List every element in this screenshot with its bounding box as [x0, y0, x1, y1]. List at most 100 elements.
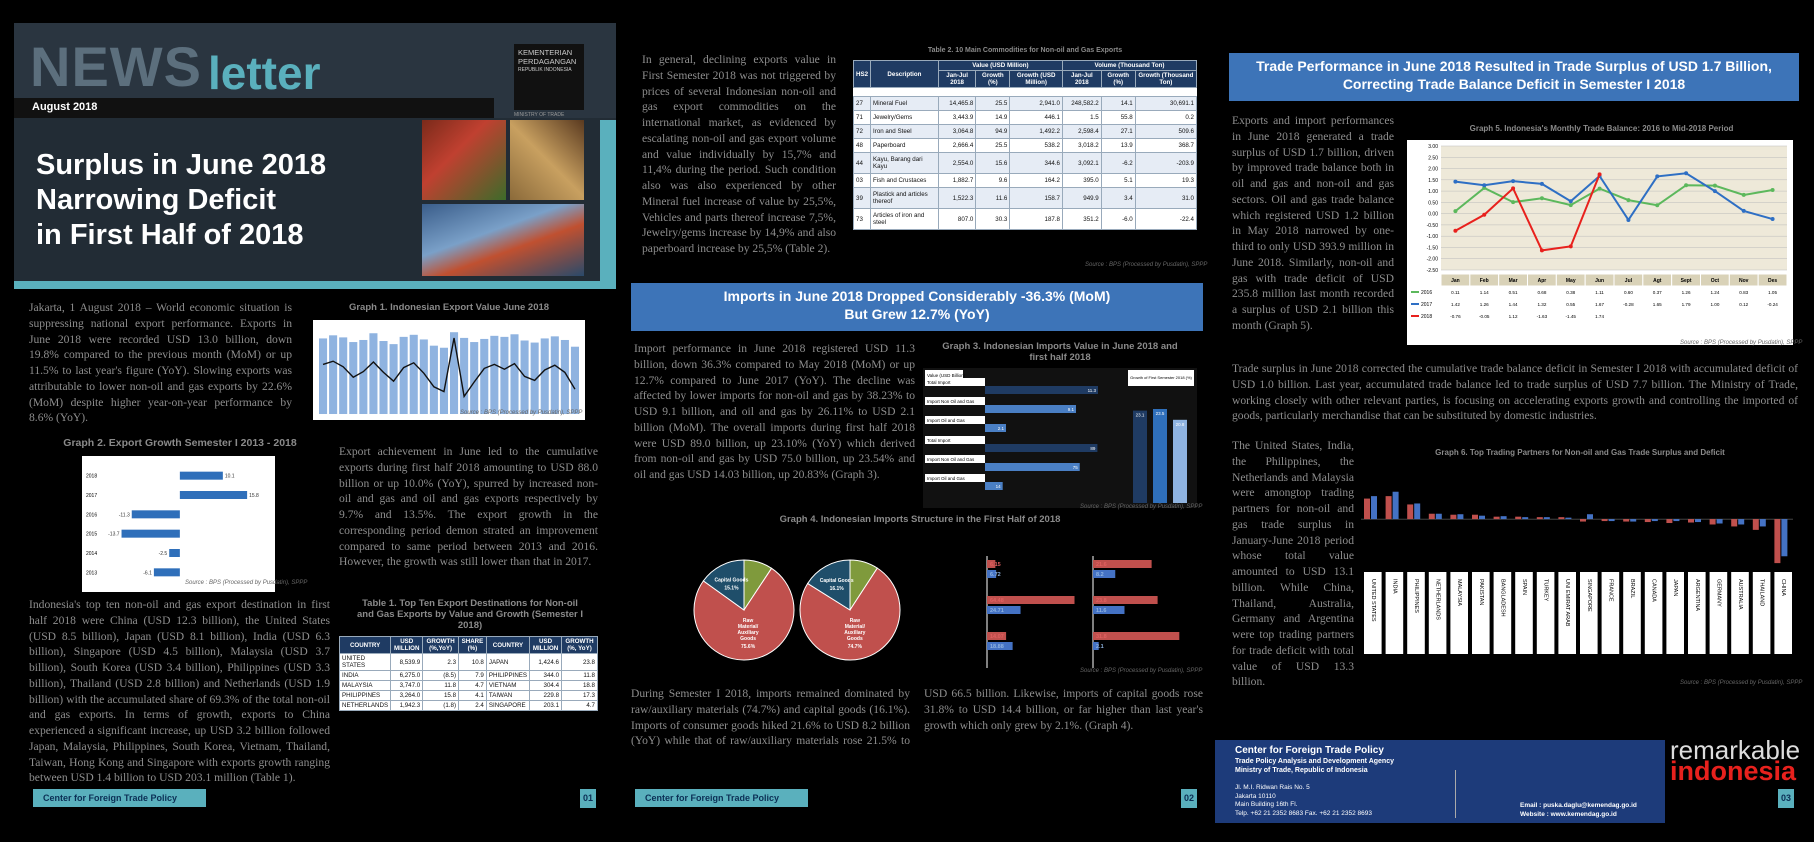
- cell: 3,018.2: [1062, 138, 1102, 153]
- bar: [1153, 409, 1167, 503]
- y-tick-label: 2.50: [1428, 155, 1438, 161]
- x-tick-label: TURKEY: [1543, 579, 1549, 602]
- cell: 27: [852, 96, 872, 111]
- value-label: -6.1: [143, 570, 152, 576]
- bar: [409, 334, 418, 414]
- pie-slice: [702, 559, 745, 611]
- table-value: 0.55: [1566, 302, 1575, 307]
- cell: 44: [852, 152, 872, 174]
- graph3-title: Graph 3. Indonesian Imports Value in Jun…: [942, 341, 1178, 363]
- section-heading: Trade Performance in June 2018 Resulted …: [1229, 53, 1799, 101]
- bar: [1630, 519, 1637, 522]
- table-value: -1.45: [1566, 314, 1577, 319]
- header-cell: SHARE (%): [458, 636, 487, 654]
- letter: letter: [208, 47, 321, 99]
- cell: Kayu, Barang dari Kayu: [870, 152, 939, 174]
- bar: [490, 335, 499, 414]
- label-box: [1752, 572, 1771, 654]
- cell: Jewelry/Gems: [870, 110, 939, 125]
- label-box: [1688, 572, 1706, 654]
- bar: [389, 344, 398, 414]
- label-part: Raw: [850, 618, 860, 624]
- y-tick-label: 2017: [86, 493, 97, 499]
- row: 03 Fish and Crustaces 1,882.7 9.6 164.2 395.0…: [852, 173, 1198, 188]
- spacer-row: [854, 88, 1197, 97]
- x-tick-label: GERMANY: [1715, 579, 1721, 607]
- bar-label: Import Oil and Gas: [927, 476, 966, 481]
- paragraph: The United States, India, the Philippine…: [1232, 439, 1354, 689]
- paragraph: Indonesia's top ten non-oil and gas expo…: [29, 598, 330, 785]
- value-label: 21.6: [1096, 562, 1107, 568]
- divider: [1455, 770, 1456, 818]
- graph6: UNITED STATES INDIA PHILIPPINES NETHERLANDS…: [1361, 491, 1793, 654]
- bar: [1666, 519, 1673, 524]
- cell: 14.1: [1100, 96, 1136, 111]
- cell: 807.0: [937, 208, 977, 230]
- ministry-en: MINISTRY OF TRADE: [514, 112, 565, 118]
- header-cell: Growth (USD Million): [1009, 70, 1063, 88]
- bar: [1093, 606, 1125, 614]
- table1: COUNTRY USD MILLION GROWTH (%,YoY) SHARE (%…: [338, 636, 598, 711]
- cell: 229.8: [529, 690, 563, 701]
- cell: PHILIPPINES: [485, 670, 531, 681]
- cell: 8,539.9: [390, 653, 424, 671]
- cell: 73: [852, 208, 872, 230]
- header-cell: Jan-Jul 2018: [937, 70, 977, 88]
- row: UNITED STATES 8,539.9 2.3 10.8 JAPAN 1,424.6 2…: [338, 653, 598, 671]
- y-tick-label: 2013: [86, 570, 97, 576]
- legend-label: 2018: [1421, 314, 1432, 320]
- cell: 3.4: [1100, 187, 1136, 209]
- bar: [1428, 513, 1435, 520]
- cell: Mineral Fuel: [870, 96, 939, 111]
- bar: [470, 342, 479, 414]
- value-label: 16.1%: [830, 586, 845, 592]
- value-label: 89: [1090, 446, 1096, 451]
- pie-slice: [693, 567, 795, 661]
- y-tick-label: 2.00: [1428, 167, 1438, 173]
- y-tick-label: 2018: [86, 474, 97, 480]
- bar: [399, 336, 408, 414]
- cell: 368.7: [1134, 138, 1198, 153]
- contact-website: Website : www.kemendag.go.id: [1520, 811, 1617, 818]
- table-value: 0.68: [1537, 290, 1546, 295]
- table-value: 1.44: [1509, 302, 1518, 307]
- label-box: [1515, 572, 1533, 654]
- y-tick-label: 1.50: [1428, 178, 1438, 184]
- headline-line: Narrowing Deficit: [36, 184, 277, 216]
- table-value: 1.24: [1710, 290, 1719, 295]
- label-box: [1558, 572, 1576, 654]
- x-tick-label: PAKISTAN: [1478, 579, 1484, 605]
- cell: 164.2: [1009, 173, 1063, 188]
- bar: [1479, 515, 1485, 520]
- ministry-line: PERDAGANGAN: [518, 57, 577, 66]
- bar: [419, 339, 428, 414]
- value-label: 2.1: [1096, 644, 1104, 650]
- y-tick-label: 2015: [86, 532, 97, 538]
- cell: 31.0: [1134, 187, 1198, 209]
- cell: 11.8: [561, 670, 598, 681]
- cell: 949.9: [1062, 187, 1102, 209]
- cell: TAIWAN: [485, 690, 531, 701]
- x-tick-label: Nov: [1739, 278, 1749, 284]
- page-number: 03: [1778, 789, 1794, 808]
- cell: 27.1: [1100, 124, 1136, 139]
- graph1: [313, 320, 585, 420]
- graph5-title: Graph 5. Indonesia's Monthly Trade Balan…: [1469, 124, 1734, 133]
- bar-label: Import Non Oil and Gas: [927, 399, 975, 404]
- cell: 2,941.0: [1009, 96, 1063, 111]
- cell: 4.7: [458, 680, 487, 691]
- date-bar: [14, 98, 494, 118]
- heading-line: Correcting Trade Balance Deficit in Seme…: [1342, 76, 1686, 92]
- ministry-logo: KEMENTERIAN PERDAGANGAN REPUBLIK INDONES…: [514, 44, 584, 110]
- value-label: -13.7: [108, 532, 120, 538]
- cell: 39: [852, 187, 872, 209]
- cell: 15.6: [975, 152, 1011, 174]
- cell: 351.2: [1062, 208, 1102, 230]
- heading-line: Imports in June 2018 Dropped Considerabl…: [723, 288, 1111, 304]
- cell: 248,582.2: [1062, 96, 1102, 111]
- cell: 17.3: [561, 690, 598, 701]
- bar: [1093, 642, 1099, 650]
- x-tick-label: SPAIN: [1521, 579, 1527, 595]
- bar: [169, 549, 180, 557]
